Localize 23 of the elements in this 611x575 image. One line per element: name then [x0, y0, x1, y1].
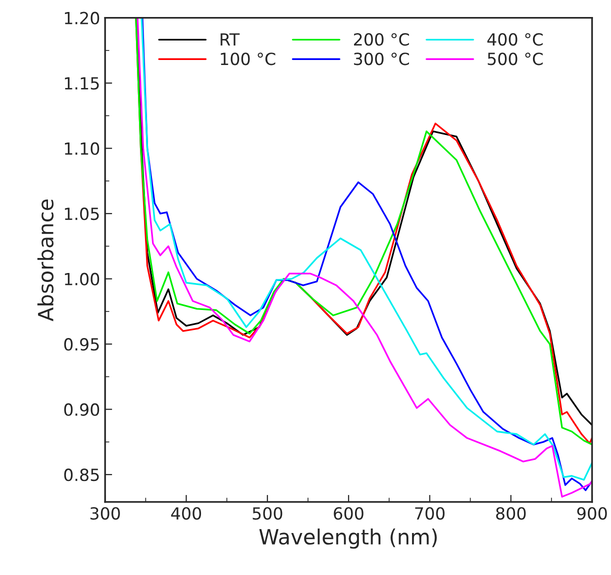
x-tick-label: 500: [252, 507, 282, 520]
legend-label: 400 °C: [487, 33, 543, 46]
x-tick-label: 800: [496, 507, 526, 520]
legend-label: 200 °C: [354, 33, 409, 46]
y-tick-label: 1.00: [64, 272, 100, 286]
y-tick-label: 0.85: [64, 468, 99, 482]
x-tick-label: 400: [171, 507, 202, 520]
x-tick-label: 300: [90, 507, 120, 520]
y-tick-label: 1.15: [64, 77, 99, 90]
legend-label: 300 °C: [354, 52, 409, 66]
y-tick-label: 0.90: [64, 403, 100, 416]
x-axis-title: Wavelength (nm): [259, 528, 437, 549]
y-axis-title: Absorbance: [37, 199, 54, 322]
y-tick-label: 0.95: [64, 338, 99, 351]
y-tick-label: 1.10: [64, 142, 100, 155]
x-tick-label: 600: [334, 507, 364, 520]
legend-label: 100 °C: [220, 52, 276, 66]
y-tick-label: 1.20: [64, 12, 100, 24]
x-tick-label: 900: [577, 507, 607, 520]
legend-label: 500 °C: [488, 52, 543, 66]
y-tick-label: 1.05: [64, 208, 99, 220]
legend-label: RT: [220, 33, 240, 46]
x-tick-label: 700: [415, 507, 445, 520]
